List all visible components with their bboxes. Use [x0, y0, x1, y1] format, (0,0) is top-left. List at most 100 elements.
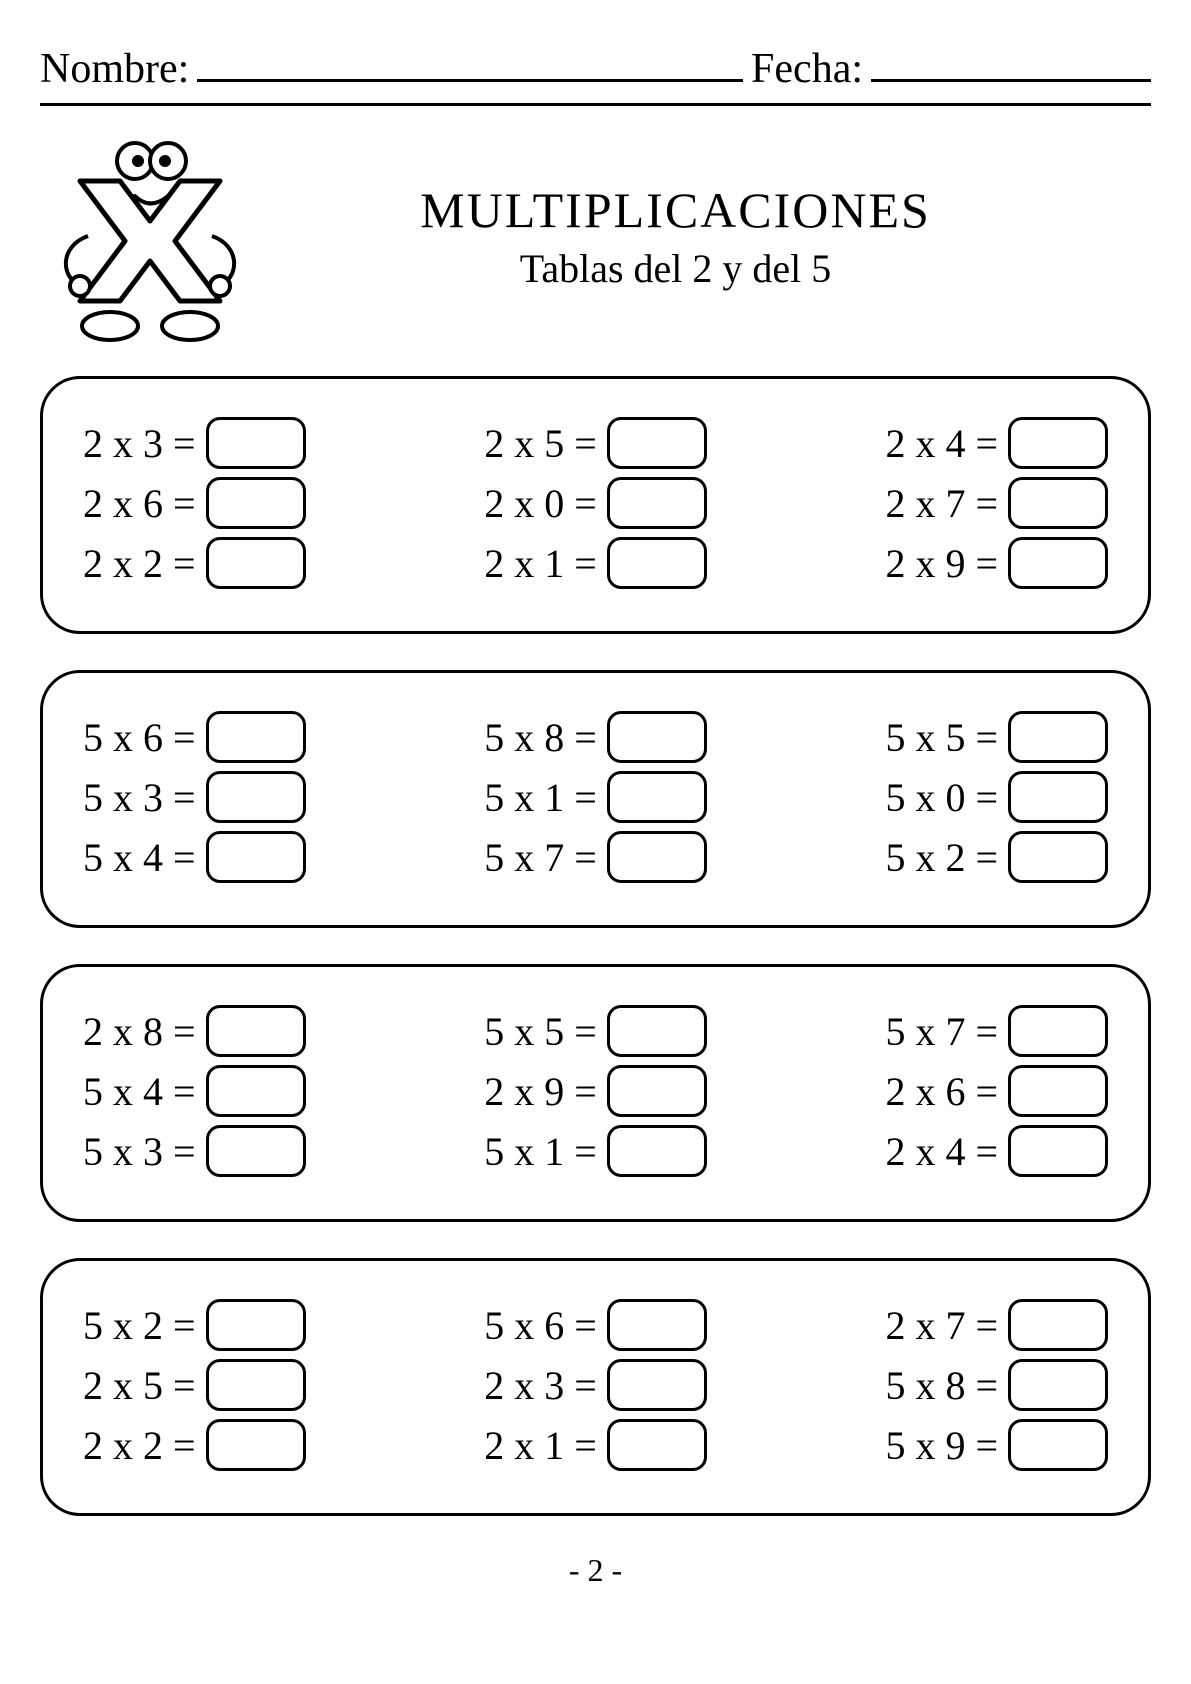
expression: 2 x 6 =: [885, 1068, 998, 1115]
answer-box[interactable]: [206, 1419, 306, 1471]
answer-box[interactable]: [206, 477, 306, 529]
problem-group: 2 x 8 =5 x 5 =5 x 7 = 5 x 4 = 2 x 9 = 2 x 6…: [40, 964, 1151, 1222]
answer-box[interactable]: [607, 1005, 707, 1057]
expression: 2 x 0 =: [484, 480, 597, 527]
answer-box[interactable]: [607, 1419, 707, 1471]
page-number: - 2 -: [40, 1552, 1151, 1589]
expression: 2 x 9 =: [484, 1068, 597, 1115]
problem-row: 2 x 8 =5 x 5 =5 x 7 =: [83, 1005, 1108, 1057]
answer-box[interactable]: [1008, 1359, 1108, 1411]
answer-box[interactable]: [1008, 537, 1108, 589]
answer-box[interactable]: [1008, 417, 1108, 469]
expression: 5 x 2 =: [83, 1302, 196, 1349]
problem-cell: 2 x 9 =: [770, 537, 1108, 589]
expression: 5 x 6 =: [484, 1302, 597, 1349]
answer-box[interactable]: [607, 537, 707, 589]
x-mascot-icon: [40, 126, 260, 346]
answer-box[interactable]: [607, 1065, 707, 1117]
expression: 2 x 6 =: [83, 480, 196, 527]
expression: 5 x 8 =: [885, 1362, 998, 1409]
answer-box[interactable]: [206, 1359, 306, 1411]
header-line: Nombre: Fecha:: [40, 40, 1151, 93]
expression: 2 x 1 =: [484, 1422, 597, 1469]
answer-box[interactable]: [607, 477, 707, 529]
answer-box[interactable]: [1008, 1125, 1108, 1177]
answer-box[interactable]: [206, 711, 306, 763]
problem-row: 2 x 2 = 2 x 1 = 2 x 9 =: [83, 537, 1108, 589]
answer-box[interactable]: [206, 417, 306, 469]
problem-cell: 2 x 6 =: [770, 1065, 1108, 1117]
problem-cell: 2 x 1 =: [426, 1419, 764, 1471]
answer-box[interactable]: [607, 831, 707, 883]
date-label: Fecha:: [751, 45, 863, 93]
problem-cell: 5 x 7 =: [426, 831, 764, 883]
expression: 2 x 9 =: [885, 540, 998, 587]
answer-box[interactable]: [607, 417, 707, 469]
answer-box[interactable]: [607, 1299, 707, 1351]
expression: 5 x 7 =: [484, 834, 597, 881]
date-blank[interactable]: [871, 40, 1151, 82]
expression: 5 x 0 =: [885, 774, 998, 821]
problem-row: 5 x 4 = 5 x 7 = 5 x 2 =: [83, 831, 1108, 883]
problem-cell: 5 x 3 =: [83, 771, 421, 823]
answer-box[interactable]: [206, 1125, 306, 1177]
problem-cell: 5 x 0 =: [770, 771, 1108, 823]
problem-row: 5 x 3 = 5 x 1 = 5 x 0 =: [83, 771, 1108, 823]
expression: 5 x 9 =: [885, 1422, 998, 1469]
title-main: MULTIPLICACIONES: [260, 181, 1091, 239]
problem-row: 2 x 5 = 2 x 3 = 5 x 8 =: [83, 1359, 1108, 1411]
expression: 5 x 1 =: [484, 1128, 597, 1175]
expression: 2 x 4 =: [885, 420, 998, 467]
problem-cell: 5 x 5 =: [426, 1005, 764, 1057]
expression: 5 x 3 =: [83, 1128, 196, 1175]
expression: 5 x 4 =: [83, 1068, 196, 1115]
problem-cell: 5 x 6 =: [83, 711, 421, 763]
expression: 5 x 2 =: [885, 834, 998, 881]
answer-box[interactable]: [206, 1065, 306, 1117]
expression: 2 x 3 =: [484, 1362, 597, 1409]
answer-box[interactable]: [206, 831, 306, 883]
title-row: MULTIPLICACIONES Tablas del 2 y del 5: [40, 126, 1151, 346]
worksheet-page: Nombre: Fecha:: [0, 0, 1191, 1684]
name-label: Nombre:: [40, 45, 189, 93]
answer-box[interactable]: [1008, 771, 1108, 823]
expression: 5 x 5 =: [885, 714, 998, 761]
answer-box[interactable]: [1008, 477, 1108, 529]
answer-box[interactable]: [1008, 1065, 1108, 1117]
answer-box[interactable]: [607, 771, 707, 823]
problem-cell: 2 x 2 =: [83, 537, 421, 589]
expression: 5 x 1 =: [484, 774, 597, 821]
answer-box[interactable]: [206, 1005, 306, 1057]
answer-box[interactable]: [1008, 1419, 1108, 1471]
answer-box[interactable]: [206, 537, 306, 589]
answer-box[interactable]: [206, 1299, 306, 1351]
problem-cell: 2 x 1 =: [426, 537, 764, 589]
problem-row: 2 x 6 = 2 x 0 = 2 x 7 =: [83, 477, 1108, 529]
expression: 2 x 2 =: [83, 540, 196, 587]
expression: 2 x 1 =: [484, 540, 597, 587]
problem-cell: 2 x 5 =: [83, 1359, 421, 1411]
problem-cell: 5 x 8 =: [770, 1359, 1108, 1411]
answer-box[interactable]: [206, 771, 306, 823]
answer-box[interactable]: [607, 1359, 707, 1411]
expression: 2 x 5 =: [484, 420, 597, 467]
expression: 2 x 7 =: [885, 1302, 998, 1349]
answer-box[interactable]: [1008, 1005, 1108, 1057]
answer-box[interactable]: [1008, 1299, 1108, 1351]
answer-box[interactable]: [607, 711, 707, 763]
problem-row: 5 x 6 =5 x 8 =5 x 5 =: [83, 711, 1108, 763]
problem-cell: 5 x 4 =: [83, 831, 421, 883]
problem-cell: 2 x 7 =: [770, 477, 1108, 529]
answer-box[interactable]: [1008, 711, 1108, 763]
answer-box[interactable]: [1008, 831, 1108, 883]
problem-cell: 2 x 6 =: [83, 477, 421, 529]
answer-box[interactable]: [607, 1125, 707, 1177]
problem-cell: 2 x 2 =: [83, 1419, 421, 1471]
problem-cell: 2 x 7 =: [770, 1299, 1108, 1351]
problem-cell: 2 x 4 =: [770, 417, 1108, 469]
name-blank[interactable]: [197, 40, 743, 82]
problem-cell: 5 x 5 =: [770, 711, 1108, 763]
problem-cell: 2 x 5 =: [426, 417, 764, 469]
problem-cell: 5 x 7 =: [770, 1005, 1108, 1057]
problem-cell: 5 x 6 =: [426, 1299, 764, 1351]
